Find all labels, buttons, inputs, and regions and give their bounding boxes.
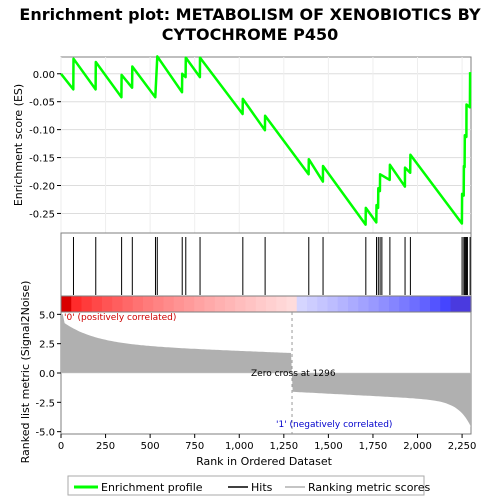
x-axis: 0 250 500 750 1,000 1,250 1,500 1,750 2,000 2,250 bbox=[58, 434, 477, 452]
color-bar-segment bbox=[132, 296, 144, 312]
ranking-metric-area bbox=[61, 314, 471, 427]
negative-correlation-label: '1' (negatively correlated) bbox=[276, 420, 392, 430]
legend-metric-label: Ranking metric scores bbox=[308, 481, 430, 494]
x-axis-label: Rank in Ordered Dataset bbox=[196, 455, 333, 468]
x-tick-label: 1,250 bbox=[270, 441, 299, 452]
color-bar-segment bbox=[450, 296, 462, 312]
color-bar-segment bbox=[409, 296, 421, 312]
legend-box bbox=[67, 475, 425, 496]
color-bar-segment bbox=[276, 296, 288, 312]
es-y-tick-label: -0.10 bbox=[29, 126, 55, 137]
ranking-color-bar bbox=[61, 296, 472, 312]
es-panel-frame bbox=[60, 56, 472, 234]
es-y-axis-label: Enrichment score (ES) bbox=[12, 84, 25, 206]
color-bar-segment bbox=[296, 296, 308, 312]
color-bar-segment bbox=[194, 296, 206, 312]
color-bar-segment bbox=[337, 296, 349, 312]
chart-title-line1: Enrichment plot: METABOLISM OF XENOBIOTI… bbox=[19, 5, 481, 24]
enrichment-profile-line bbox=[60, 55, 472, 226]
color-bar-segment bbox=[348, 296, 359, 312]
es-y-tick-label: 0.00 bbox=[33, 70, 55, 81]
color-bar-segment bbox=[91, 296, 103, 312]
color-bar-segment bbox=[214, 296, 226, 312]
color-bar-segment bbox=[61, 296, 72, 312]
color-bar-segment bbox=[378, 296, 390, 312]
zero-cross-label: Zero cross at 1296 bbox=[251, 369, 336, 379]
hits-panel-frame bbox=[60, 232, 472, 297]
x-tick-label: 1,750 bbox=[359, 441, 388, 452]
metric-y-tick-label: 0.0 bbox=[39, 369, 55, 380]
color-bar-segment bbox=[255, 296, 267, 312]
color-bar-segment bbox=[307, 296, 318, 312]
x-tick-label: 2,250 bbox=[448, 441, 477, 452]
color-bar-segment bbox=[440, 296, 452, 312]
es-y-tick-label: -0.15 bbox=[29, 154, 55, 165]
legend-profile-label: Enrichment profile bbox=[101, 481, 203, 494]
metric-y-tick-label: 5.0 bbox=[39, 310, 55, 321]
es-gridlines bbox=[60, 57, 471, 233]
metric-y-axis-label: Ranked list metric (Signal2Noise) bbox=[19, 281, 32, 464]
color-bar-segment bbox=[399, 296, 411, 312]
color-bar-segment bbox=[460, 296, 472, 312]
color-bar-segment bbox=[225, 296, 236, 312]
chart-title-line2: CYTOCHROME P450 bbox=[162, 25, 338, 44]
es-y-tick-label: -0.25 bbox=[29, 209, 55, 220]
es-y-tick-label: -0.05 bbox=[29, 98, 55, 109]
hit-lines bbox=[72, 237, 471, 295]
color-bar-segment bbox=[184, 296, 195, 312]
positive-correlation-label: '0' (positively correlated) bbox=[64, 313, 176, 323]
x-tick-label: 2,000 bbox=[403, 441, 432, 452]
color-bar-segment bbox=[235, 296, 247, 312]
color-bar-segment bbox=[112, 296, 124, 312]
x-tick-label: 250 bbox=[96, 441, 115, 452]
color-bar-segment bbox=[430, 296, 441, 312]
metric-y-axis: 5.0 2.5 0.0 -2.5 -5.0 bbox=[35, 310, 61, 439]
color-bar-segment bbox=[419, 296, 431, 312]
x-tick-label: 1,500 bbox=[314, 441, 343, 452]
x-tick-label: 750 bbox=[185, 441, 204, 452]
color-bar-segment bbox=[358, 296, 370, 312]
metric-y-tick-label: -5.0 bbox=[35, 428, 55, 439]
color-bar-segment bbox=[266, 296, 277, 312]
color-bar-segment bbox=[143, 296, 154, 312]
color-bar-segment bbox=[71, 296, 83, 312]
x-tick-label: 0 bbox=[58, 441, 64, 452]
metric-y-tick-label: -2.5 bbox=[35, 398, 55, 409]
color-bar-segment bbox=[153, 296, 165, 312]
color-bar-segment bbox=[317, 296, 329, 312]
color-bar-segment bbox=[204, 296, 216, 312]
color-bar-segment bbox=[368, 296, 380, 312]
color-bar-segment bbox=[163, 296, 175, 312]
metric-y-tick-label: 2.5 bbox=[39, 340, 55, 351]
color-bar-segment bbox=[286, 296, 298, 312]
x-tick-label: 500 bbox=[141, 441, 160, 452]
color-bar-segment bbox=[173, 296, 185, 312]
color-bar-segment bbox=[122, 296, 134, 312]
color-bar-segment bbox=[102, 296, 113, 312]
legend-hits-label: Hits bbox=[251, 481, 273, 494]
color-bar-segment bbox=[327, 296, 339, 312]
color-bar-segment bbox=[81, 296, 93, 312]
x-tick-label: 1,000 bbox=[225, 441, 254, 452]
es-y-axis: 0.00 -0.05 -0.10 -0.15 -0.20 -0.25 bbox=[29, 70, 61, 220]
color-bar-segment bbox=[245, 296, 257, 312]
color-bar-segment bbox=[389, 296, 400, 312]
es-y-tick-label: -0.20 bbox=[29, 182, 55, 193]
